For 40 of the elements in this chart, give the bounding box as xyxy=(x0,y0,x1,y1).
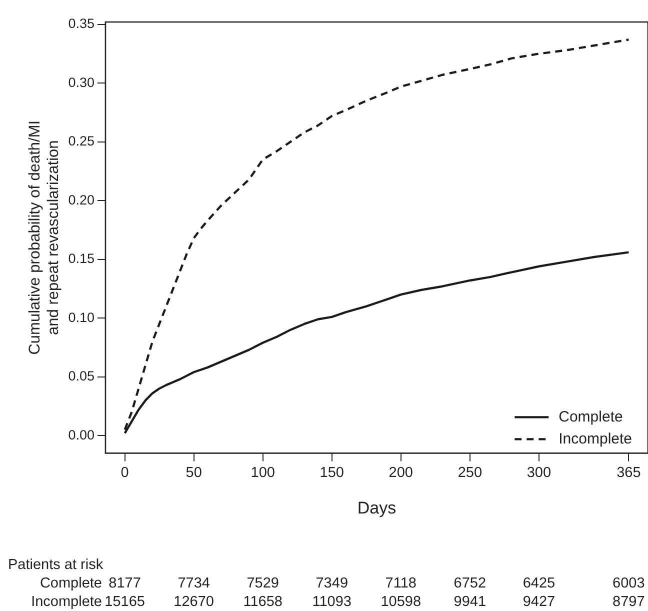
text: 8177 xyxy=(108,576,141,592)
text: 7118 xyxy=(385,576,416,592)
text: 7529 xyxy=(246,576,279,592)
text: 9427 xyxy=(522,594,556,610)
y-tick-label: 0.30 xyxy=(68,74,94,90)
x-tick-label: 150 xyxy=(320,464,344,481)
text: 7349 xyxy=(316,576,348,592)
legend-label: Complete xyxy=(558,408,623,426)
x-tick-label: 200 xyxy=(388,464,413,481)
text: 6752 xyxy=(454,576,486,592)
y-tick-label: 0.05 xyxy=(68,368,94,384)
text: Complete xyxy=(40,576,102,592)
text: Incomplete xyxy=(31,594,102,610)
text: Patients at risk xyxy=(8,557,104,573)
text: 11093 xyxy=(312,594,352,610)
x-axis-title: Days xyxy=(357,498,396,518)
y-tick-label: 0.35 xyxy=(68,16,94,32)
text: 15165 xyxy=(104,594,145,610)
x-tick-label: 0 xyxy=(120,464,129,481)
y-tick-label: 0.15 xyxy=(68,251,94,266)
text: 12670 xyxy=(174,594,214,610)
x-tick-label: 365 xyxy=(616,464,641,481)
text: 7734 xyxy=(178,576,210,592)
text: 11658 xyxy=(243,594,282,610)
y-tick-label: 0.00 xyxy=(68,427,94,442)
text: 6425 xyxy=(522,576,556,592)
text: 8797 xyxy=(612,594,645,610)
x-tick-label: 50 xyxy=(186,464,202,481)
x-tick-label: 100 xyxy=(250,464,275,481)
x-tick-label: 250 xyxy=(458,464,482,481)
y-tick-label: 0.25 xyxy=(68,134,94,149)
text: 10598 xyxy=(380,594,422,610)
text: 6003 xyxy=(612,576,645,592)
y-axis-title: Cumulative probability of death/MI and repeat revascularization xyxy=(26,120,62,355)
text: 9941 xyxy=(454,594,486,610)
y-tick-label: 0.10 xyxy=(68,310,94,325)
y-tick-label: 0.20 xyxy=(68,192,94,208)
legend-label: Incomplete xyxy=(558,430,632,448)
line-series xyxy=(124,38,630,431)
x-tick-label: 300 xyxy=(526,464,552,481)
